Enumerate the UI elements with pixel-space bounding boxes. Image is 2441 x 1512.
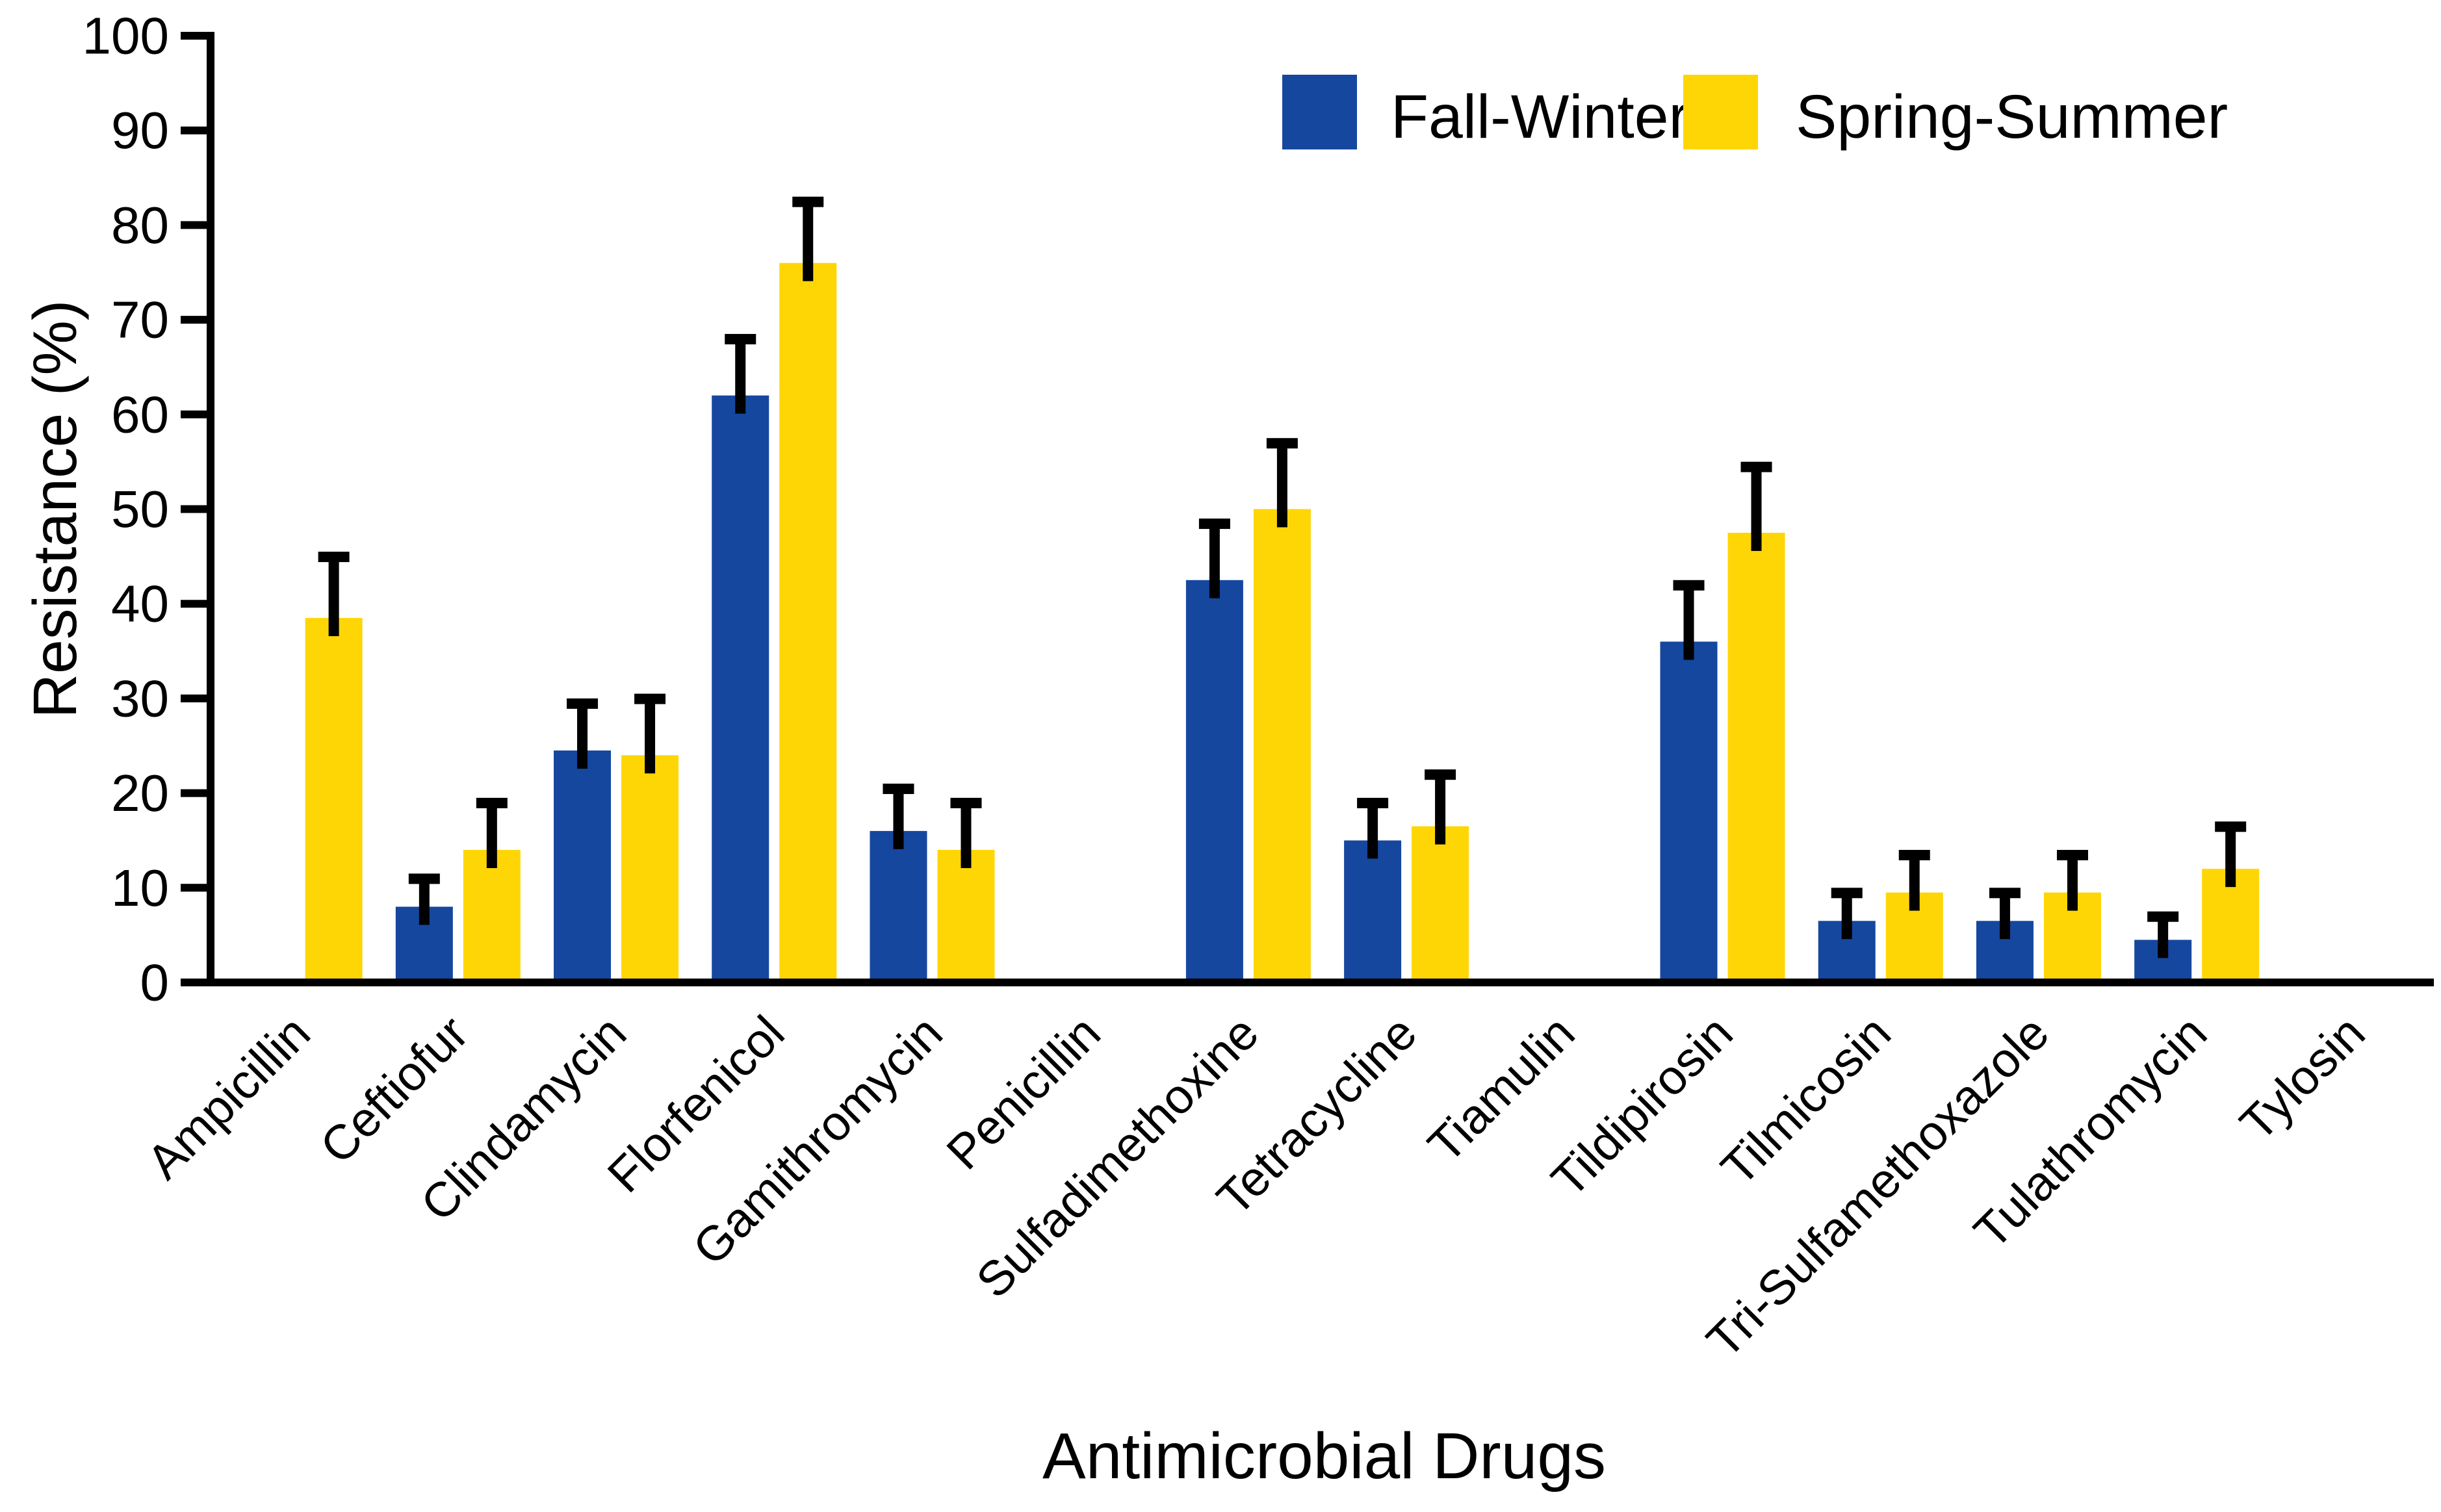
error-bar-stem-spring-summer-ceftiofur xyxy=(486,801,497,869)
bar-fall-winter-clindamycin xyxy=(554,750,612,979)
error-bar-cap-spring-summer-ampicillin xyxy=(318,552,350,563)
bar-spring-summer-tetracycline xyxy=(1412,826,1469,979)
error-bar-stem-fall-winter-sulfadimethoxine xyxy=(1209,522,1220,598)
x-axis-title: Antimicrobial Drugs xyxy=(1042,1420,1606,1493)
error-bar-cap-spring-summer-ceftiofur xyxy=(476,797,508,808)
error-bar-stem-spring-summer-gamithromycin xyxy=(961,801,972,869)
bar-fall-winter-florfenicol xyxy=(712,395,769,979)
legend-swatch-fall-winter xyxy=(1282,75,1357,149)
error-bar-stem-fall-winter-tildipirosin xyxy=(1683,583,1694,660)
bar-spring-summer-ceftiofur xyxy=(463,850,521,979)
error-bar-cap-fall-winter-tulathromycin xyxy=(2147,911,2179,922)
bar-fall-winter-tildipirosin xyxy=(1660,641,1718,979)
error-bar-stem-spring-summer-tilmicosin xyxy=(1909,854,1920,911)
x-tick-label-tiamulin: Tiamulin xyxy=(1417,1005,1585,1173)
error-bar-cap-fall-winter-gamithromycin xyxy=(883,784,914,795)
error-bar-stem-spring-summer-ampicillin xyxy=(328,556,339,637)
error-bar-cap-spring-summer-tulathromycin xyxy=(2215,821,2247,832)
bar-spring-summer-tildipirosin xyxy=(1727,532,1785,979)
x-tick-label-tylosin: Tylosin xyxy=(2229,1005,2375,1151)
error-bar-cap-fall-winter-ceftiofur xyxy=(408,873,440,884)
error-bar-stem-spring-summer-tetracycline xyxy=(1435,773,1446,845)
error-bar-cap-fall-winter-tilmicosin xyxy=(1831,888,1863,899)
error-bar-stem-fall-winter-tulathromycin xyxy=(2158,915,2169,958)
error-bar-cap-fall-winter-tri-sulfamethoxazole xyxy=(1989,888,2021,899)
error-bar-stem-fall-winter-clindamycin xyxy=(577,702,588,769)
error-bar-cap-spring-summer-clindamycin xyxy=(634,693,666,704)
error-bar-stem-spring-summer-tildipirosin xyxy=(1751,465,1762,551)
error-bar-cap-fall-winter-florfenicol xyxy=(725,333,756,344)
legend-swatch-spring-summer xyxy=(1683,75,1758,149)
bar-fall-winter-gamithromycin xyxy=(870,830,927,979)
error-bar-stem-spring-summer-clindamycin xyxy=(645,697,656,774)
error-bar-stem-fall-winter-gamithromycin xyxy=(893,788,904,849)
y-tick-label-40: 40 xyxy=(111,575,169,633)
error-bar-stem-spring-summer-tulathromycin xyxy=(2225,825,2236,888)
y-tick-label-80: 80 xyxy=(111,196,169,254)
error-bar-stem-fall-winter-ceftiofur xyxy=(419,877,430,925)
error-bar-cap-fall-winter-sulfadimethoxine xyxy=(1198,519,1230,530)
legend-label-spring-summer: Spring-Summer xyxy=(1796,83,2228,151)
error-bar-cap-spring-summer-florfenicol xyxy=(792,196,824,207)
error-bar-cap-spring-summer-tri-sulfamethoxazole xyxy=(2056,850,2088,861)
error-bar-cap-spring-summer-sulfadimethoxine xyxy=(1266,438,1298,449)
error-bar-stem-fall-winter-tetracycline xyxy=(1367,801,1378,859)
bar-spring-summer-florfenicol xyxy=(779,263,837,979)
bar-spring-summer-gamithromycin xyxy=(937,850,995,979)
y-tick-label-60: 60 xyxy=(111,385,169,443)
error-bar-cap-spring-summer-gamithromycin xyxy=(950,797,982,808)
error-bar-stem-spring-summer-tri-sulfamethoxazole xyxy=(2067,854,2078,911)
legend-label-fall-winter: Fall-Winter xyxy=(1391,83,1689,151)
bar-spring-summer-clindamycin xyxy=(621,755,679,979)
error-bar-stem-fall-winter-tri-sulfamethoxazole xyxy=(1999,891,2010,940)
y-axis-title: Resistance (%) xyxy=(21,300,90,718)
bar-fall-winter-tetracycline xyxy=(1344,840,1402,979)
y-tick-label-0: 0 xyxy=(140,954,170,1012)
error-bar-cap-spring-summer-tetracycline xyxy=(1425,769,1456,780)
x-tick-label-ampicillin: Ampicillin xyxy=(136,1005,320,1189)
error-bar-stem-fall-winter-florfenicol xyxy=(735,337,746,414)
bar-spring-summer-sulfadimethoxine xyxy=(1253,509,1311,979)
x-tick-label-ceftiofur: Ceftiofur xyxy=(309,1005,478,1174)
y-tick-label-70: 70 xyxy=(111,291,169,349)
error-bar-cap-fall-winter-tetracycline xyxy=(1357,797,1389,808)
y-tick-label-50: 50 xyxy=(111,480,169,538)
error-bar-stem-fall-winter-tilmicosin xyxy=(1841,891,1852,940)
bar-fall-winter-sulfadimethoxine xyxy=(1185,580,1243,979)
bar-spring-summer-ampicillin xyxy=(305,618,363,979)
y-tick-label-90: 90 xyxy=(111,101,169,159)
error-bar-stem-spring-summer-florfenicol xyxy=(803,200,814,281)
error-bar-cap-spring-summer-tildipirosin xyxy=(1740,461,1772,472)
y-tick-label-10: 10 xyxy=(111,859,169,917)
error-bar-stem-spring-summer-sulfadimethoxine xyxy=(1276,442,1287,528)
error-bar-cap-fall-winter-clindamycin xyxy=(567,698,599,709)
y-tick-label-100: 100 xyxy=(83,7,169,65)
y-tick-label-20: 20 xyxy=(111,764,169,822)
error-bar-cap-spring-summer-tilmicosin xyxy=(1898,850,1930,861)
x-tick-label-sulfadimethoxine: Sulfadimethoxine xyxy=(966,1005,1269,1308)
bar-spring-summer-tulathromycin xyxy=(2202,869,2260,979)
y-tick-label-30: 30 xyxy=(111,669,169,727)
error-bar-cap-fall-winter-tildipirosin xyxy=(1673,580,1705,591)
